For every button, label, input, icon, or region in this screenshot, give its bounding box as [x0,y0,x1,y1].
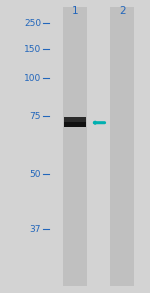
Text: 100: 100 [24,74,41,83]
Bar [63,7,87,286]
Bar [64,117,86,122]
Text: 2: 2 [119,6,125,16]
Text: 50: 50 [30,170,41,178]
Text: 250: 250 [24,19,41,28]
Text: 1: 1 [72,6,78,16]
Text: 75: 75 [30,112,41,120]
Bar [64,122,86,127]
Text: 150: 150 [24,45,41,54]
Text: 37: 37 [30,225,41,234]
Bar [110,7,134,286]
